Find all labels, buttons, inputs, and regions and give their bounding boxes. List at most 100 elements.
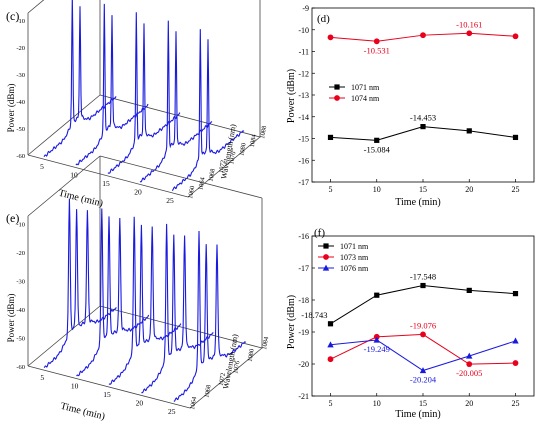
x-tick-label: 15 (419, 399, 427, 408)
wavelength-tick-label: 1064 (197, 176, 206, 191)
panel-c-traces (43, 0, 245, 191)
data-label: -20.005 (456, 368, 482, 378)
panel-c-waterfall: (c) 510152025-10-20-30-40-50-60106010641… (6, 0, 268, 209)
power-tick-label: -10 (16, 18, 25, 25)
wavelength-tick-label: 1084 (249, 133, 258, 148)
y-tick-label: -15 (298, 135, 309, 144)
x-tick-label: 25 (512, 399, 520, 408)
data-point-1 (512, 360, 519, 366)
time-tick-label: 5 (40, 373, 44, 382)
power-tick-label: -30 (16, 279, 25, 286)
panel-d-legend: 1071 nm 1074 nm (329, 83, 380, 103)
legend-entry: 1073 nm (340, 253, 369, 262)
frame-edge (99, 155, 263, 199)
y-tick-label: -17 (298, 264, 309, 273)
time-tick-label: 10 (70, 171, 78, 180)
legend-marker (322, 264, 330, 271)
frame-edge (187, 136, 261, 198)
x-tick-label: 10 (373, 399, 381, 408)
frame-edge (99, 305, 263, 349)
panel-f-label: (f) (314, 227, 325, 239)
legend-marker (334, 84, 340, 90)
time-tick-label: 15 (103, 390, 111, 399)
panel-f-chart: (f) 5 10 15 20 25-16-17-18-19-20-21 -17.548-… (286, 227, 535, 420)
time-tick-label: 20 (134, 187, 142, 196)
panel-d-annotations: -10.531 -10.161 -14.453 -15.084 (364, 19, 483, 154)
y-tick-label: -14 (298, 113, 309, 122)
data-point-0 (512, 134, 519, 141)
panel-f-series (327, 282, 519, 374)
wavelength-tick-label: 1068 (208, 168, 217, 182)
time-tick-label: 15 (102, 179, 110, 188)
y-tick-label: -20 (298, 360, 309, 369)
data-point-0 (466, 287, 472, 293)
data-point-1 (466, 30, 473, 37)
legend-marker (323, 254, 329, 260)
frame-edge (27, 365, 191, 409)
spectrum-trace (43, 198, 117, 369)
data-point-0 (374, 137, 380, 143)
series-line-0 (330, 285, 516, 325)
frame-edge (27, 305, 101, 367)
spectrum-trace (139, 20, 213, 183)
data-point-0 (374, 292, 380, 298)
data-point-2 (373, 336, 380, 343)
panel-d-ylabel: Power (dBm) (286, 69, 297, 123)
data-label: -17.548 (410, 272, 436, 282)
panel-d-xlabel: Time (min) (395, 197, 440, 208)
spectrum-trace (141, 223, 214, 394)
panel-e-traces (43, 198, 247, 402)
panel-d-series (327, 30, 519, 143)
frame-edge (27, 0, 45, 14)
legend-marker (334, 95, 340, 101)
y-tick-label: -16 (298, 156, 309, 165)
y-tick-label: -12 (298, 69, 309, 78)
data-point-2 (419, 367, 427, 374)
power-tick-label: -20 (16, 250, 25, 257)
x-tick-label: 5 (329, 185, 333, 194)
panel-c-label: (c) (6, 9, 19, 23)
wavelength-tick-label: 1072 (218, 372, 227, 386)
data-label: -18.743 (301, 310, 327, 320)
data-label: -19.249 (364, 344, 390, 354)
power-tick-label: -60 (16, 364, 25, 371)
data-point-0 (327, 134, 334, 141)
data-point-1 (512, 33, 519, 40)
panel-d-chart: (d) 5 10 15 20 25-9-10-11-12-13-14-15-16-17 … (286, 4, 535, 208)
panel-f-axes: 5 10 15 20 25 -16 -17 -18 -19 -20 -21 (298, 232, 535, 408)
data-point-1 (327, 356, 334, 363)
panel-c-ticks: 510152025-10-20-30-40-50-601060106410681… (16, 18, 268, 205)
power-tick-label: -50 (16, 336, 25, 343)
data-point-0 (420, 124, 426, 130)
data-label: -15.084 (364, 144, 391, 154)
power-tick-label: -30 (16, 72, 25, 79)
y-tick-label: -17 (298, 178, 309, 187)
x-tick-label: 5 (329, 399, 333, 408)
x-tick-label: 10 (373, 185, 381, 194)
time-tick-label: 10 (71, 382, 79, 391)
frame-edge (189, 347, 263, 409)
y-tick-label: -16 (298, 232, 309, 241)
power-tick-label: -20 (16, 45, 25, 52)
y-tick-label: -13 (298, 91, 309, 100)
power-tick-label: -40 (16, 99, 25, 106)
panel-e-ticks: 5 10 15 20 25 -10 -20 -30 -40 -50 -60 1064 1068 1072 1… (16, 222, 270, 416)
spectrum-trace (76, 208, 150, 377)
wavelength-tick-label: 1080 (247, 348, 256, 362)
wavelength-tick-label: 1064 (189, 396, 198, 411)
data-label: -10.161 (456, 19, 482, 29)
data-label: -20.204 (410, 375, 437, 385)
panel-c-frame (27, 0, 261, 198)
wavelength-tick-label: 1076 (232, 360, 241, 375)
legend-marker (323, 243, 329, 249)
series-line-2 (330, 339, 516, 372)
wavelength-tick-label: 1084 (261, 336, 270, 351)
y-tick-label: -11 (299, 48, 309, 57)
frame-edge (27, 94, 101, 156)
panel-e-ylabel: Power (dBm) (6, 294, 16, 343)
power-tick-label: -40 (16, 307, 25, 314)
y-tick-label: -18 (298, 296, 309, 305)
y-tick-label: -21 (298, 392, 309, 401)
data-label: -14.453 (410, 113, 436, 123)
